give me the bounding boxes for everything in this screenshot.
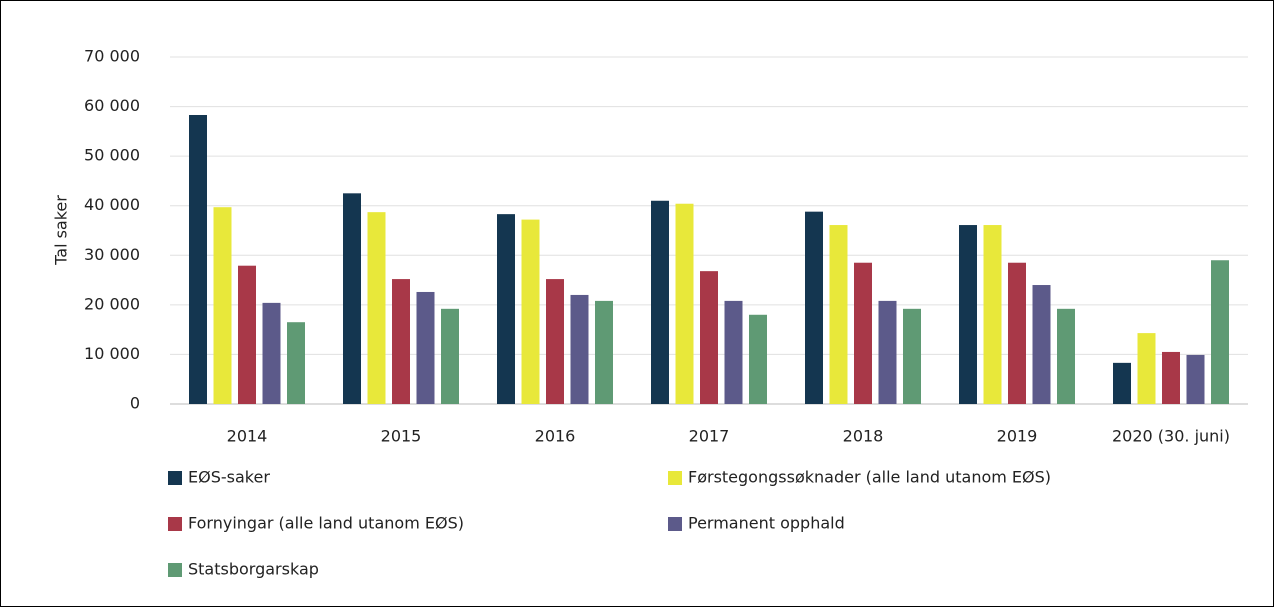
x-tick-label: 2019 (997, 427, 1038, 446)
bar (1032, 285, 1051, 404)
y-tick-label: 60 000 (84, 96, 140, 115)
bar (238, 265, 256, 404)
legend-swatch (668, 517, 682, 531)
bar (1162, 351, 1180, 404)
y-tick-label: 20 000 (84, 294, 140, 313)
legend-label: Fornyingar (alle land utanom EØS) (188, 514, 464, 533)
y-tick-label: 30 000 (84, 245, 140, 264)
x-tick-label: 2014 (227, 427, 268, 446)
bar (213, 207, 232, 404)
x-tick-label: 2016 (535, 427, 576, 446)
y-tick-label: 50 000 (84, 146, 140, 165)
legend-label: Statsborgarskap (188, 560, 319, 579)
x-tick-label: 2015 (381, 427, 422, 446)
bar (805, 211, 823, 404)
bar (546, 279, 564, 404)
y-tick-label: 10 000 (84, 344, 140, 363)
bar (570, 294, 589, 404)
legend-label: EØS-saker (188, 468, 270, 487)
bar (903, 308, 921, 404)
legend-swatch (168, 563, 182, 577)
bar (651, 200, 669, 404)
bar (724, 300, 743, 404)
legend-swatch (168, 471, 182, 485)
bar (343, 193, 361, 404)
y-axis-title: Tal saker (52, 195, 71, 266)
bar (367, 212, 386, 404)
bar (189, 114, 207, 405)
legend-label: Permanent opphald (688, 514, 845, 533)
bar (595, 300, 613, 404)
bar (1113, 362, 1131, 404)
x-tick-label: 2017 (689, 427, 730, 446)
x-tick-label: 2018 (843, 427, 884, 446)
bar (441, 308, 459, 404)
bar (959, 225, 977, 404)
legend-label: Førstegongssøknader (alle land utanom EØ… (688, 468, 1051, 487)
bar (700, 271, 718, 404)
bar (521, 219, 540, 404)
bar (749, 314, 767, 404)
bar (1057, 308, 1075, 404)
bar (829, 225, 848, 404)
legend-swatch (168, 517, 182, 531)
bar (392, 279, 410, 404)
bar (983, 225, 1002, 404)
bar (854, 262, 872, 404)
bar (1137, 333, 1156, 404)
bar (675, 203, 694, 404)
y-tick-label: 40 000 (84, 195, 140, 214)
bar (1211, 260, 1229, 404)
bar (497, 214, 515, 404)
bar (262, 302, 281, 404)
bar (287, 322, 305, 404)
y-tick-label: 70 000 (84, 47, 140, 66)
legend-swatch (668, 471, 682, 485)
x-tick-label: 2020 (30. juni) (1112, 427, 1230, 446)
y-tick-label: 0 (130, 394, 140, 413)
bar (878, 300, 897, 404)
bar (416, 291, 435, 404)
bar (1186, 354, 1205, 404)
bar (1008, 262, 1026, 404)
